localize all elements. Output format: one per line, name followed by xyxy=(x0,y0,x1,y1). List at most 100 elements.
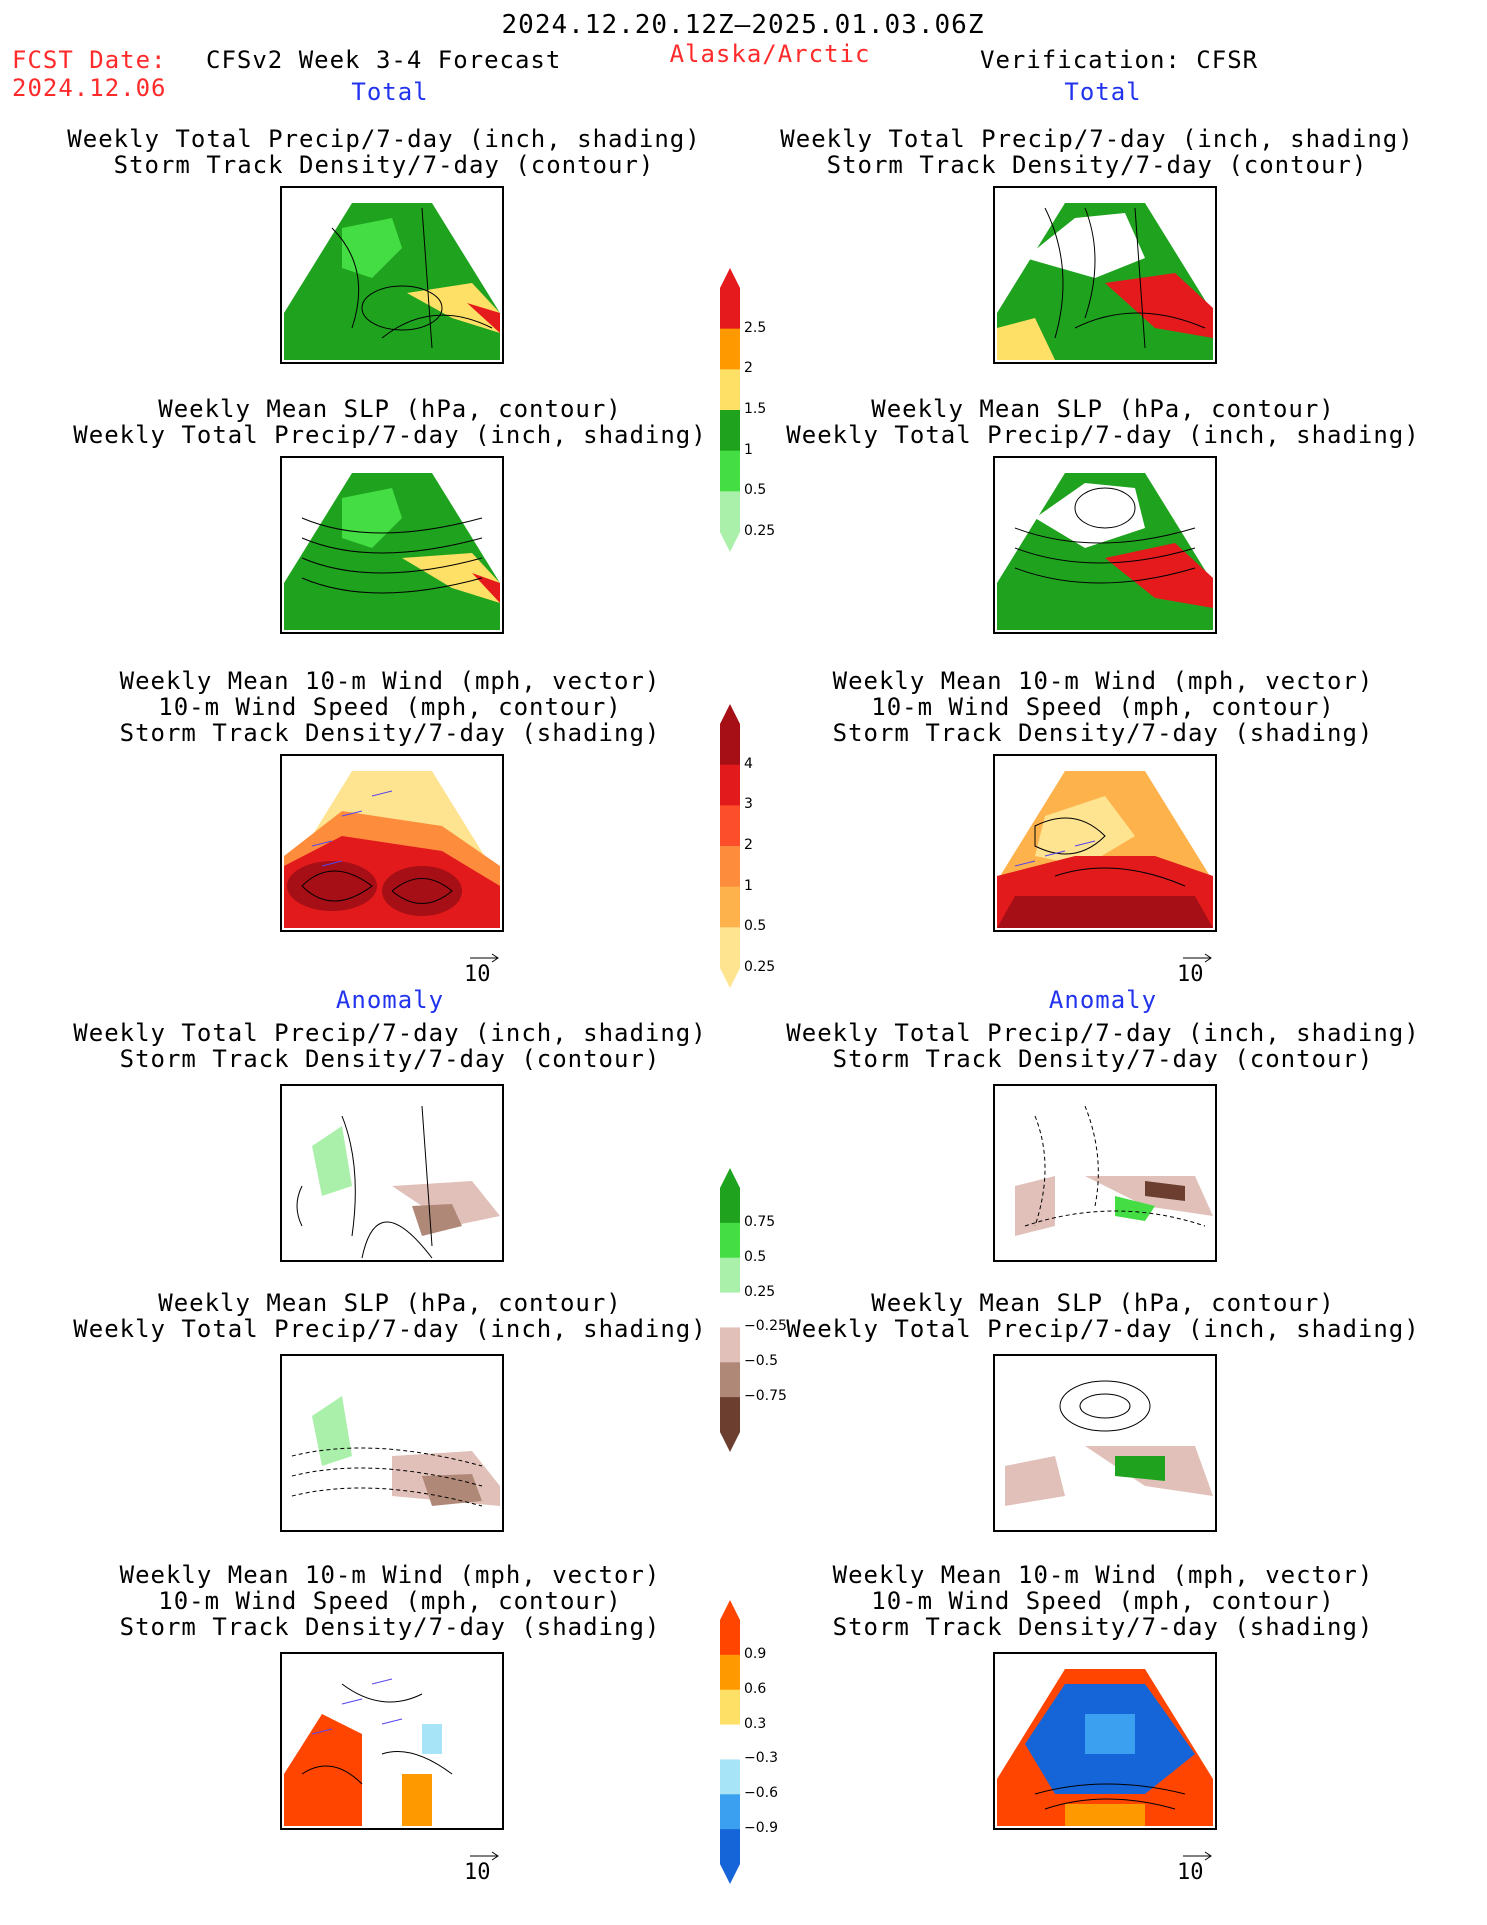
map-total-wind-track-forecast xyxy=(280,754,504,932)
colorbar-segment xyxy=(720,764,740,806)
section-anomaly-left: Anomaly xyxy=(335,986,445,1014)
title-r3-right: Weekly Mean 10-m Wind (mph, vector) 10-m … xyxy=(832,667,1374,747)
colorbar-tick-label: −0.25 xyxy=(744,1318,787,1335)
colorbar-segment xyxy=(720,805,740,847)
section-total-right: Total xyxy=(1064,78,1142,106)
colorbar-top-tip xyxy=(720,268,740,288)
title-r3-left: Weekly Mean 10-m Wind (mph, vector) 10-m … xyxy=(119,667,661,747)
colorbar-segment xyxy=(720,1188,740,1224)
colorbar-segment xyxy=(720,1794,740,1830)
map-anom-slp-precip-forecast xyxy=(280,1354,504,1532)
colorbar-segment xyxy=(720,491,740,533)
map-total-wind-track-verification xyxy=(993,754,1217,932)
colorbar-segment xyxy=(720,1222,740,1259)
colorbar-segment xyxy=(720,369,740,411)
title-r5-left: Weekly Mean SLP (hPa, contour) Weekly Tot… xyxy=(73,1289,707,1343)
title-r1-left: Weekly Total Precip/7-day (inch, shading… xyxy=(67,125,701,179)
colorbar-tick-label: −0.5 xyxy=(744,1353,778,1370)
arrow-icon xyxy=(1183,1851,1212,1861)
colorbar-track-total: 4 3 2 1 0.5 0.25 xyxy=(718,704,798,988)
colorbar-segment xyxy=(720,450,740,492)
colorbar-tick-label: 0.5 xyxy=(744,1248,767,1265)
map-anom-wind-track-verification xyxy=(993,1652,1217,1830)
vector-ref-r3-left: 10 xyxy=(464,953,499,987)
colorbar-graphic xyxy=(720,704,740,988)
colorbar-tick-label: 4 xyxy=(744,755,753,772)
colorbar-segment xyxy=(720,927,740,969)
colorbar-tick-label: −0.3 xyxy=(744,1750,778,1767)
colorbar-graphic xyxy=(720,1168,740,1452)
colorbar-segment xyxy=(720,1292,740,1328)
vector-ref-r6-right: 10 xyxy=(1177,1851,1212,1885)
arrow-icon xyxy=(470,953,499,963)
colorbar-tick-label: 0.3 xyxy=(744,1715,767,1732)
colorbar-segment xyxy=(720,1759,740,1795)
vector-ref-r6-left: 10 xyxy=(464,1851,499,1885)
colorbar-tick-label: −0.75 xyxy=(744,1388,787,1405)
map-total-precip-track-forecast xyxy=(280,186,504,364)
colorbar-precip-total: 2.5 2 1.5 1 0.5 0.25 xyxy=(718,268,798,552)
colorbar-top-tip xyxy=(720,704,740,724)
colorbar-segment xyxy=(720,1829,740,1865)
vector-ref-r3-right: 10 xyxy=(1177,953,1212,987)
colorbar-segment xyxy=(720,1689,740,1726)
colorbar-tick-label: 1 xyxy=(744,877,753,894)
colorbar-tick-label: 0.25 xyxy=(744,959,776,975)
verification-label: Verification: CFSR xyxy=(980,46,1259,74)
colorbar-tick-label: 2.5 xyxy=(744,319,767,336)
map-total-precip-track-verification xyxy=(993,186,1217,364)
title-r6-right: Weekly Mean 10-m Wind (mph, vector) 10-m … xyxy=(832,1561,1374,1641)
forecast-title: CFSv2 Week 3-4 Forecast xyxy=(206,46,562,74)
colorbar-segment xyxy=(720,288,740,330)
colorbar-tick-label: 0.5 xyxy=(744,918,767,935)
title-r2-right: Weekly Mean SLP (hPa, contour) Weekly Tot… xyxy=(786,395,1420,449)
colorbar-bottom-tip xyxy=(720,532,740,552)
arrow-icon xyxy=(1183,953,1212,963)
map-total-slp-precip-forecast xyxy=(280,456,504,634)
colorbar-bottom-tip xyxy=(720,968,740,988)
map-anom-precip-track-forecast xyxy=(280,1084,504,1262)
colorbar-segment xyxy=(720,1620,740,1656)
colorbar-segment xyxy=(720,328,740,370)
title-r2-left: Weekly Mean SLP (hPa, contour) Weekly Tot… xyxy=(73,395,707,449)
colorbar-graphic xyxy=(720,1600,740,1884)
map-total-slp-precip-verification xyxy=(993,456,1217,634)
title-r6-left: Weekly Mean 10-m Wind (mph, vector) 10-m … xyxy=(119,1561,661,1641)
fcst-date: 2024.12.06 xyxy=(12,74,167,102)
section-total-left: Total xyxy=(351,78,429,106)
fcst-label: FCST Date: xyxy=(12,46,167,74)
colorbar-tick-label: 2 xyxy=(744,360,753,377)
region-label: Alaska/Arctic xyxy=(669,40,871,68)
arrow-icon xyxy=(470,1851,499,1861)
colorbar-bottom-tip xyxy=(720,1864,740,1884)
colorbar-segment xyxy=(720,1327,740,1363)
colorbar-tick-label: 0.9 xyxy=(744,1645,767,1662)
date-range: 2024.12.20.12Z–2025.01.03.06Z xyxy=(501,10,985,40)
colorbar-segment xyxy=(720,1724,740,1760)
map-anom-wind-track-forecast xyxy=(280,1652,504,1830)
colorbar-segment xyxy=(720,724,740,766)
colorbar-top-tip xyxy=(720,1168,740,1188)
colorbar-track-anom: 0.9 0.6 0.3 −0.3 −0.6 −0.9 xyxy=(718,1600,798,1884)
colorbar-tick-label: 1.5 xyxy=(744,401,767,417)
colorbar-precip-anom: 0.75 0.5 0.25 −0.25 −0.5 −0.75 xyxy=(718,1168,798,1452)
colorbar-segment xyxy=(720,410,740,452)
colorbar-segment xyxy=(720,1257,740,1294)
colorbar-tick-label: −0.6 xyxy=(744,1785,778,1802)
title-r5-right: Weekly Mean SLP (hPa, contour) Weekly Tot… xyxy=(786,1289,1420,1343)
colorbar-tick-label: 0.25 xyxy=(744,523,776,539)
colorbar-tick-label: 2 xyxy=(744,837,753,853)
colorbar-tick-label: 0.75 xyxy=(744,1213,776,1230)
colorbar-tick-label: 0.25 xyxy=(744,1283,776,1300)
colorbar-tick-label: 0.6 xyxy=(744,1680,767,1697)
colorbar-tick-label: 0.5 xyxy=(744,482,767,499)
colorbar-segment xyxy=(720,886,740,928)
colorbar-segment xyxy=(720,846,740,888)
colorbar-top-tip xyxy=(720,1600,740,1620)
colorbar-tick-label: 1 xyxy=(744,441,753,458)
colorbar-tick-label: 3 xyxy=(744,796,753,813)
colorbar-segment xyxy=(720,1654,740,1691)
colorbar-graphic xyxy=(720,268,740,552)
colorbar-segment xyxy=(720,1397,740,1433)
section-anomaly-right: Anomaly xyxy=(1048,986,1158,1014)
